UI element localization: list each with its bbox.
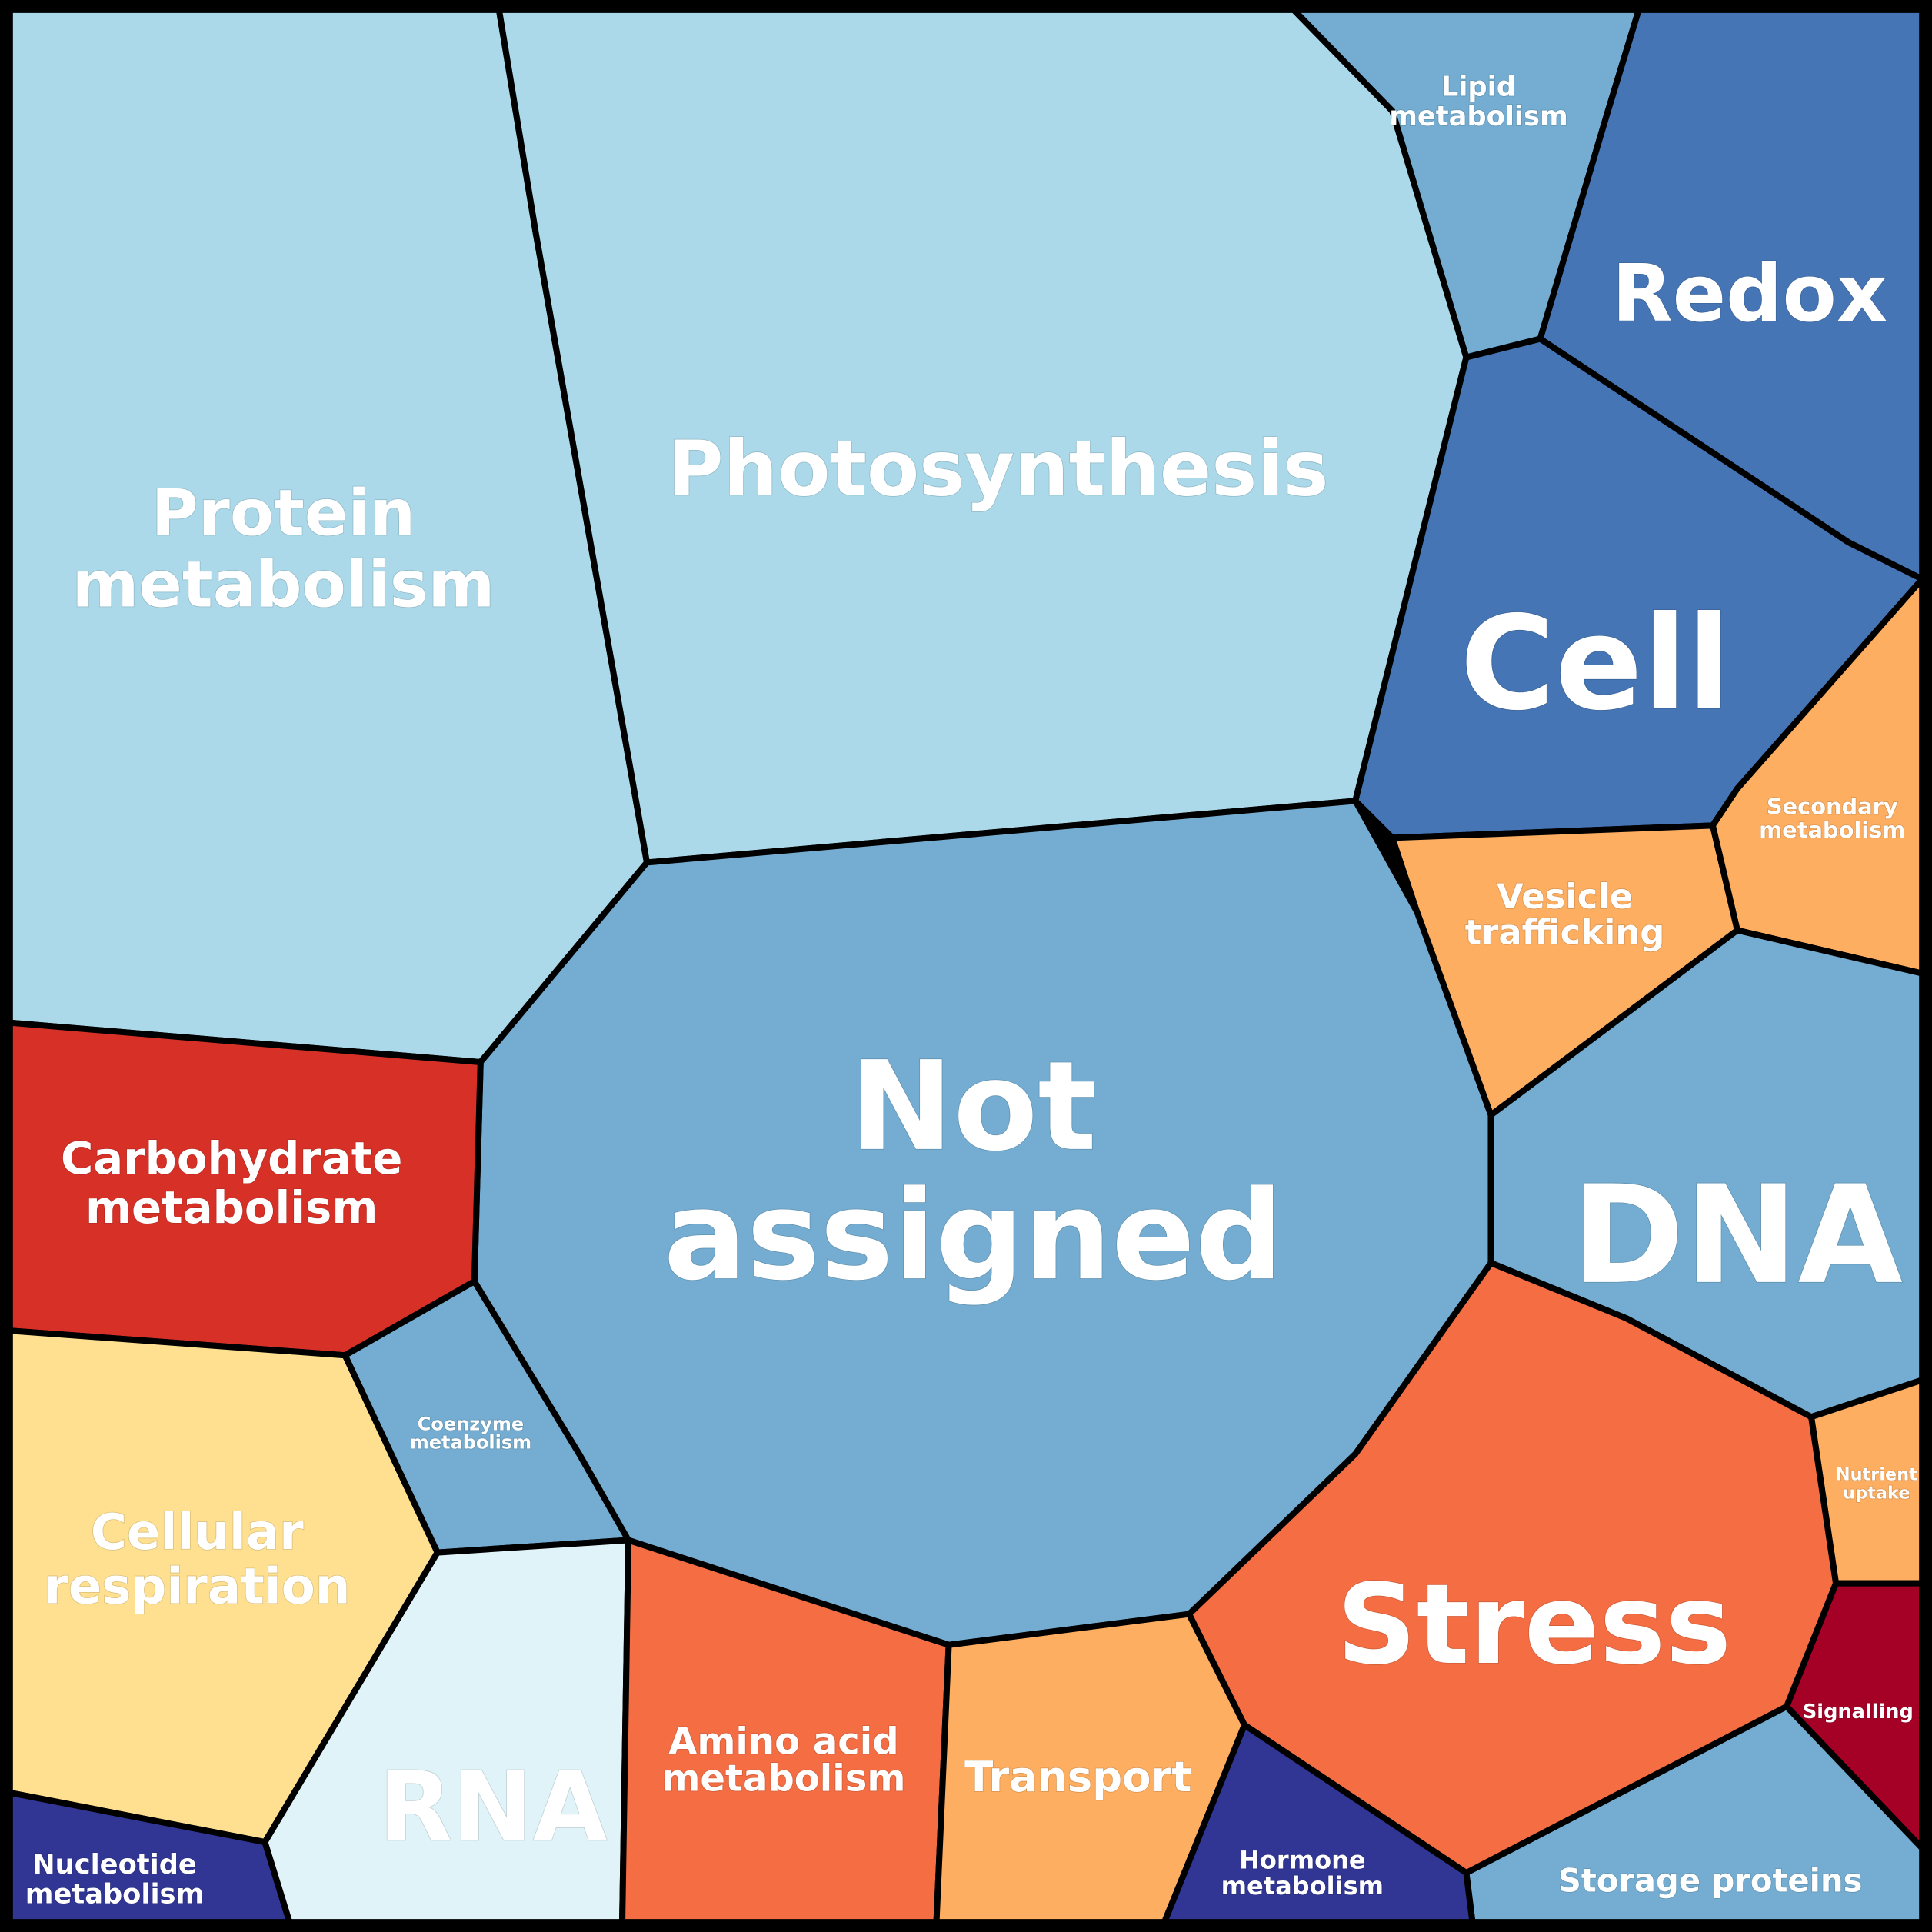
- label-nutrient: Nutrient uptake: [1836, 1465, 1917, 1504]
- label-line: trafficking: [1465, 912, 1665, 953]
- label-line: metabolism: [1221, 1871, 1384, 1900]
- label-line: Secondary: [1767, 794, 1898, 820]
- label-line: Lipid: [1441, 71, 1516, 102]
- label-line: Cellular: [91, 1504, 304, 1561]
- label-dna: DNA: [1572, 1156, 1903, 1314]
- label-line: Transport: [964, 1752, 1191, 1801]
- label-line: Cell: [1460, 588, 1731, 739]
- label-hormone: Hormone metabolism: [1221, 1845, 1384, 1900]
- label-line: Not: [850, 1034, 1097, 1178]
- region-rna[interactable]: [261, 1537, 632, 1926]
- label-line: metabolism: [661, 1757, 905, 1800]
- label-line: metabolism: [1389, 101, 1568, 132]
- label-line: Coenzyme: [418, 1414, 524, 1435]
- label-line: Nucleotide: [32, 1849, 197, 1880]
- label-signalling: Signalling: [1803, 1700, 1914, 1724]
- label-lipid: Lipid metabolism: [1389, 71, 1568, 132]
- label-line: Carbohydrate: [61, 1132, 402, 1184]
- label-carbohydrate: Carbohydrate metabolism: [61, 1132, 402, 1234]
- label-line: Vesicle: [1497, 876, 1633, 917]
- label-line: DNA: [1572, 1156, 1903, 1314]
- label-notassigned: Not assigned: [664, 1034, 1284, 1307]
- label-line: Storage proteins: [1558, 1861, 1862, 1899]
- label-line: assigned: [664, 1164, 1284, 1307]
- label-line: metabolism: [1759, 817, 1905, 843]
- label-line: metabolism: [410, 1432, 531, 1454]
- label-line: Hormone: [1239, 1845, 1366, 1874]
- label-line: Stress: [1337, 1561, 1731, 1690]
- label-line: metabolism: [85, 1181, 378, 1234]
- label-coenzyme: Coenzyme metabolism: [410, 1414, 531, 1454]
- label-line: Protein: [152, 476, 416, 551]
- label-line: Redox: [1612, 248, 1887, 340]
- label-rna: RNA: [378, 1751, 608, 1863]
- label-line: RNA: [378, 1751, 608, 1863]
- region-hormone[interactable]: [1161, 1721, 1476, 1926]
- label-photosynthesis: Photosynthesis: [668, 425, 1329, 514]
- label-line: Nutrient: [1836, 1465, 1917, 1485]
- label-cell: Cell: [1460, 588, 1731, 739]
- label-line: Photosynthesis: [668, 425, 1329, 514]
- label-line: metabolism: [25, 1879, 205, 1910]
- label-stress: Stress: [1337, 1561, 1731, 1690]
- label-line: Signalling: [1803, 1700, 1914, 1724]
- label-vesicle: Vesicle trafficking: [1465, 876, 1665, 952]
- label-storage: Storage proteins: [1558, 1861, 1862, 1899]
- label-transport: Transport: [964, 1752, 1191, 1801]
- label-respiration: Cellular respiration: [44, 1504, 350, 1615]
- label-line: uptake: [1843, 1484, 1910, 1504]
- label-protein: Protein metabolism: [72, 476, 495, 622]
- label-line: respiration: [44, 1558, 350, 1615]
- label-redox: Redox: [1612, 248, 1887, 340]
- label-line: metabolism: [72, 548, 495, 622]
- label-aminoacid: Amino acid metabolism: [661, 1720, 905, 1800]
- label-line: Amino acid: [668, 1720, 898, 1764]
- label-nucleotide: Nucleotide metabolism: [25, 1849, 205, 1910]
- label-secondary: Secondary metabolism: [1759, 794, 1905, 843]
